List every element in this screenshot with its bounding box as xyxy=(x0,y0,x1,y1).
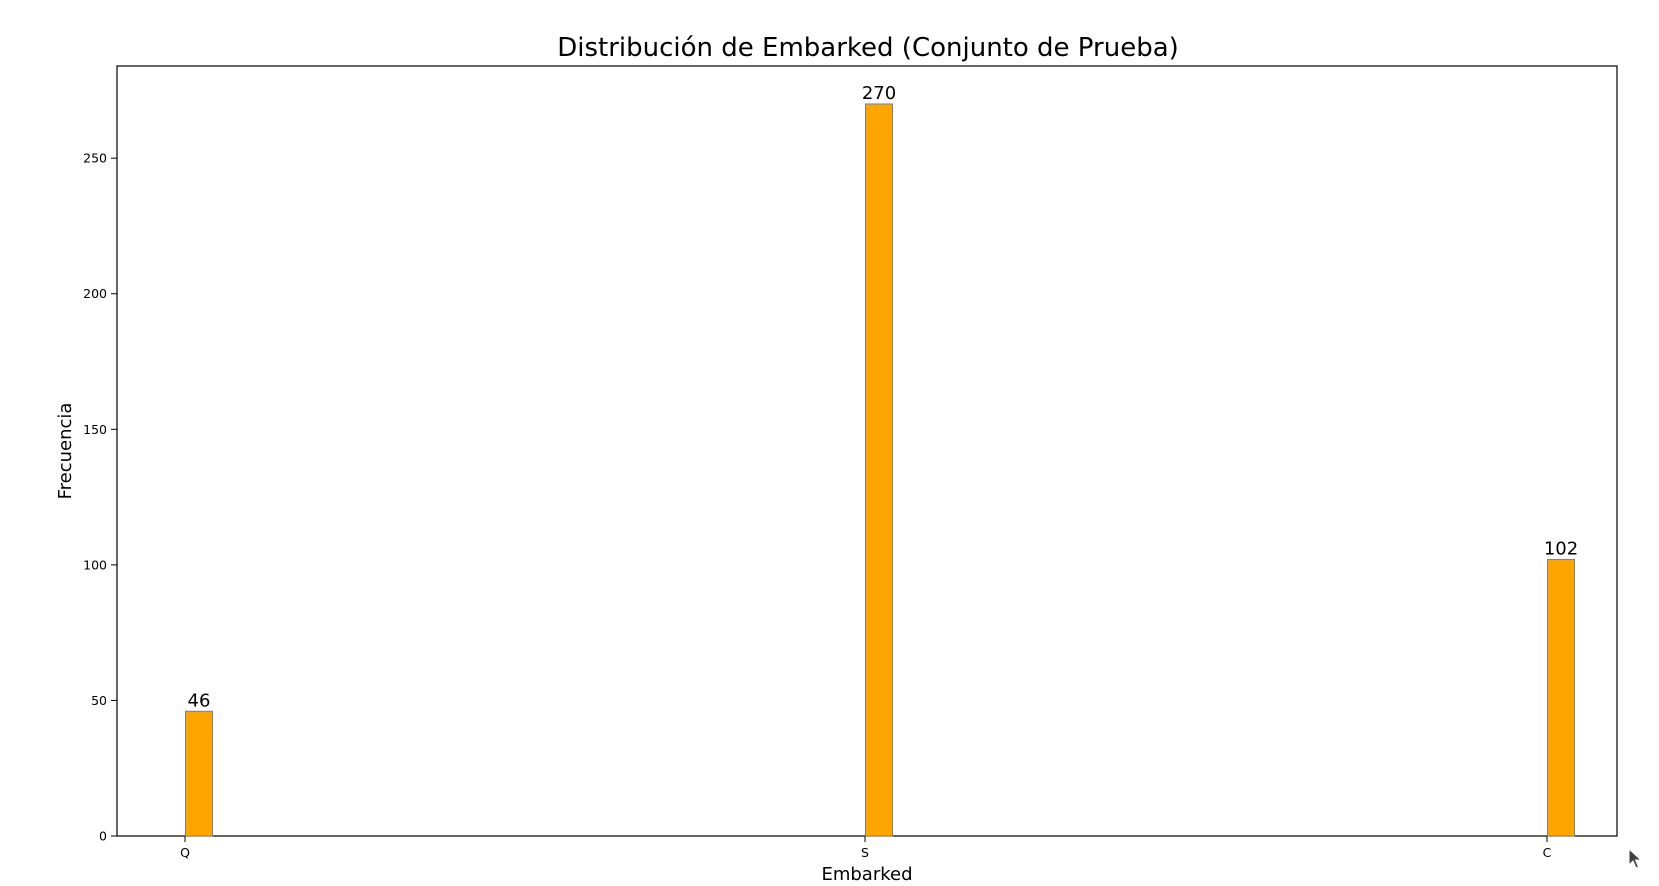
y-axis-label: Frecuencia xyxy=(55,403,76,500)
y-tick-label: 150 xyxy=(83,422,107,437)
data-label: 270 xyxy=(862,83,896,104)
y-axis-ticks: 0 50 100 150 200 250 xyxy=(83,151,117,844)
y-tick-label: 0 xyxy=(99,829,107,844)
y-tick-label: 200 xyxy=(83,286,107,301)
data-label: 46 xyxy=(188,690,211,711)
bars xyxy=(185,103,1575,837)
bar-C xyxy=(1547,558,1575,837)
bar-S xyxy=(865,103,893,837)
chart-title: Distribución de Embarked (Conjunto de Pr… xyxy=(557,33,1179,63)
data-label: 102 xyxy=(1544,538,1578,559)
bar-Q xyxy=(185,710,213,837)
y-tick-label: 50 xyxy=(91,693,107,708)
y-tick-label: 100 xyxy=(83,557,107,572)
x-tick-label: S xyxy=(861,845,869,860)
x-axis-label: Embarked xyxy=(821,864,912,885)
mouse-pointer-icon xyxy=(1628,848,1643,869)
x-tick-label: Q xyxy=(180,845,190,860)
x-tick-label: C xyxy=(1543,845,1552,860)
y-tick-label: 250 xyxy=(83,151,107,166)
data-labels: 46 270 102 xyxy=(188,83,1579,711)
